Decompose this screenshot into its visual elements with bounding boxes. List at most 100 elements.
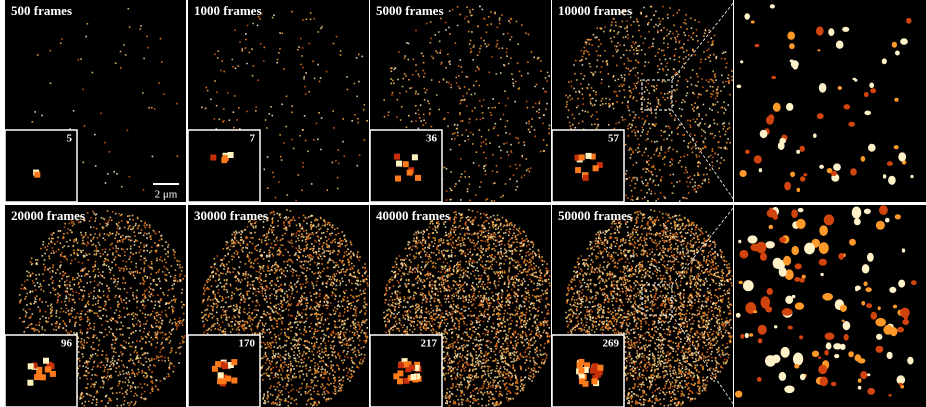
zoom-spot [865, 287, 871, 292]
zoom-spot [864, 111, 871, 116]
inset-pixel [394, 154, 400, 160]
zoom-spot [788, 326, 792, 330]
zoom-spot [781, 347, 790, 358]
zoom-spot [754, 44, 759, 47]
zoom-spot [795, 263, 802, 269]
inset-pixel [395, 176, 401, 182]
zoom-spot [899, 383, 903, 386]
zoom-spot [842, 320, 845, 322]
zoom-spot [758, 247, 765, 252]
zoom-spot [878, 306, 881, 310]
zoom-spot [740, 60, 743, 63]
zoom-spot [820, 273, 823, 276]
inset-pixel [397, 370, 403, 376]
inset-pixel [409, 365, 415, 371]
zoom-spot [879, 205, 888, 215]
zoom-spot [870, 88, 876, 93]
inset-pixel [597, 365, 603, 371]
zoom-spot [840, 344, 846, 350]
zoom-spot [791, 246, 799, 255]
zoom-spot [817, 49, 820, 51]
zoom-spot [876, 221, 885, 230]
zoom-spot [907, 357, 913, 365]
zoom-spot [897, 327, 904, 333]
zoom-spot [738, 240, 741, 244]
zoom-spot [793, 63, 799, 69]
zoom-spot [740, 250, 749, 259]
zoom-spot [784, 182, 791, 191]
zoom-spot [745, 333, 749, 338]
inset-pixel [579, 154, 585, 160]
zoom-spot [737, 85, 742, 89]
zoom-spot [765, 241, 775, 248]
figure: 500 frames52 μm1000 frames75000 frames36… [0, 0, 926, 407]
zoom-spot [844, 104, 851, 109]
zoom-spot [774, 325, 777, 328]
zoom-spot [798, 208, 804, 212]
inset-pixel [411, 374, 417, 380]
zoom-spot [844, 334, 849, 341]
zoom-spot [803, 173, 807, 176]
zoom-spot [902, 319, 909, 325]
zoom-spot [773, 258, 782, 269]
zoom-spot [887, 352, 893, 359]
zoom-spot [867, 253, 874, 262]
zoom-spot [887, 161, 893, 166]
inset-count: 36 [426, 133, 438, 145]
frame-label: 50000 frames [558, 208, 632, 223]
zoom-spot [816, 26, 824, 35]
zoom-spot [842, 27, 849, 32]
zoom-spot [825, 333, 835, 340]
inset-pixel [45, 366, 51, 372]
zoom-spot [753, 310, 757, 313]
zoom-spot [779, 267, 787, 277]
zoom-spot [770, 4, 775, 8]
inset-pixel [586, 153, 592, 159]
zoom-spot [767, 209, 777, 217]
zoom-spot [894, 145, 899, 149]
inset-pixel [221, 157, 227, 163]
frame-label: 5000 frames [376, 3, 444, 18]
zoom-spot [813, 134, 817, 138]
zoom-spot [804, 243, 815, 255]
inset-pixel [218, 372, 224, 378]
frame-label: 30000 frames [194, 208, 268, 223]
zoom-spot [796, 219, 805, 229]
inset-pixel [591, 378, 597, 384]
zoom-spot [831, 171, 837, 176]
inset-count: 170 [239, 338, 256, 350]
inset-pixel [222, 363, 228, 369]
frame-label: 40000 frames [376, 208, 450, 223]
zoom-spot [779, 372, 787, 381]
zoom-spot [900, 308, 910, 318]
inset-pixel [577, 362, 583, 368]
zoom-spot [848, 122, 855, 127]
zoom-spot [789, 43, 795, 49]
inset-pixel [398, 362, 404, 368]
zoom-spot [862, 264, 870, 273]
zoom-spot [840, 305, 847, 312]
zoom-spot [833, 163, 841, 170]
zoom-spot [892, 42, 897, 48]
zoom-spot [799, 278, 804, 283]
zoom-spot [866, 303, 872, 308]
zoom-spot [790, 60, 794, 63]
frame-label: 20000 frames [11, 208, 85, 223]
scale-bar-label: 2 μm [155, 189, 178, 201]
inset-count: 217 [421, 338, 438, 350]
zoom-spot [800, 146, 805, 152]
zoom-spot [782, 308, 793, 316]
page: {"panels": [ {"label": "500 frames", "in… [0, 0, 926, 407]
inset-pixel [231, 378, 237, 384]
inset-pixel [34, 172, 40, 178]
zoom-spot [864, 209, 871, 214]
zoom-spot [797, 188, 801, 192]
zoom-spot [876, 334, 882, 340]
zoom-spot [735, 391, 742, 398]
zoom-spot [819, 83, 827, 93]
inset-pixel [231, 359, 237, 365]
inset-pixel [215, 361, 221, 367]
inset-pixel [595, 372, 601, 378]
inset-pixel [397, 378, 403, 384]
zoom-spot [849, 239, 856, 246]
